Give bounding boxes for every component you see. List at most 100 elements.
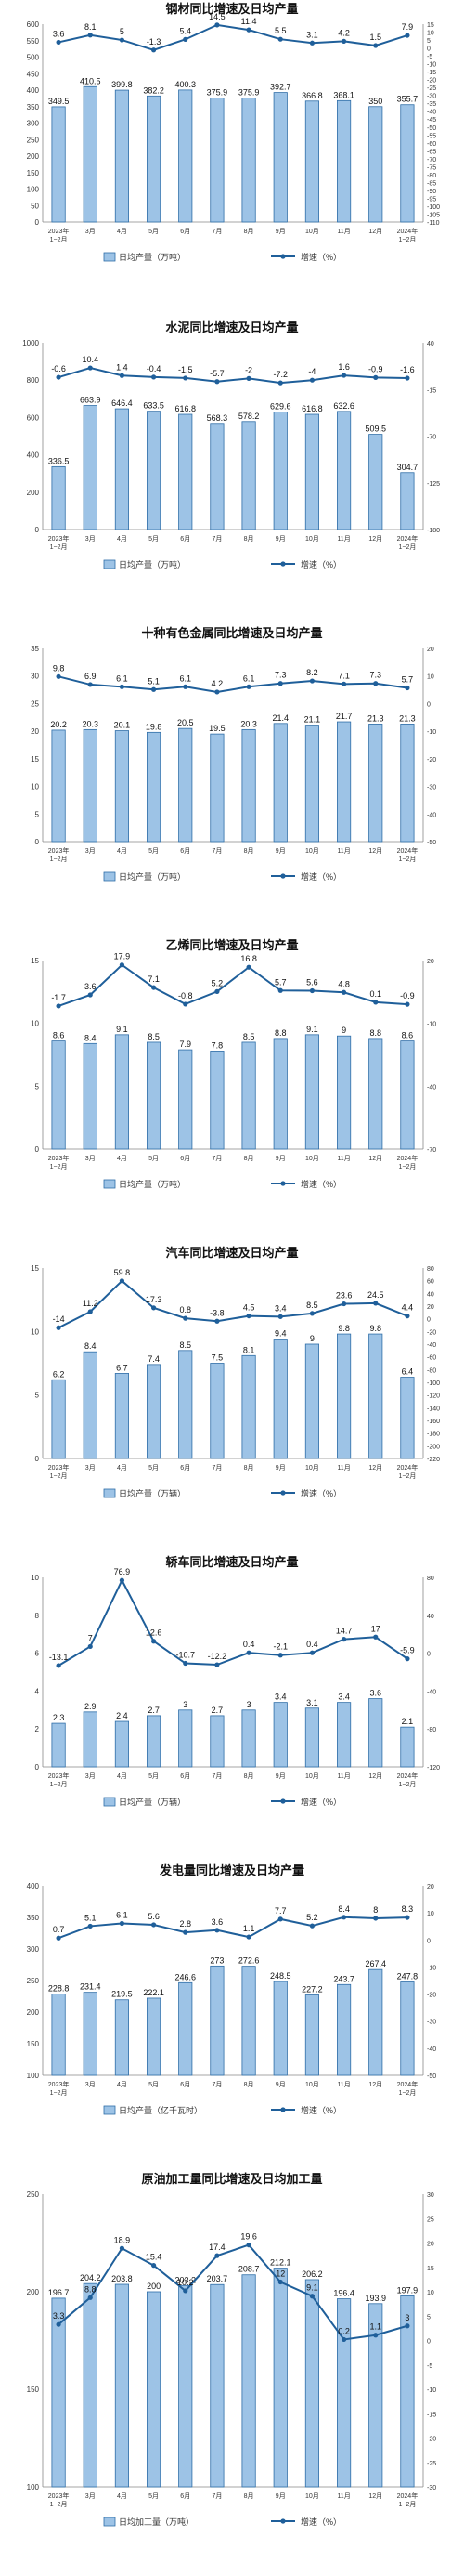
line-point [341, 373, 347, 378]
bar [400, 1726, 415, 1768]
bar [304, 1707, 319, 1768]
bar-value-label: 219.5 [111, 1990, 133, 1999]
legend-line-marker [280, 1798, 286, 1804]
bar-value-label: 272.6 [238, 1956, 260, 1966]
line-point [277, 1653, 283, 1658]
bar-value-label: 9.1 [306, 1025, 318, 1034]
line-point [214, 22, 220, 28]
left-tick-label: 100 [27, 186, 40, 194]
x-tick-label: 9月 [276, 535, 286, 543]
bar [368, 1038, 383, 1150]
bar [178, 727, 193, 843]
bar [368, 1333, 383, 1459]
line-value-label: 7.3 [369, 671, 381, 680]
left-tick-label: 0 [35, 218, 40, 227]
chart-title: 水泥同比增速及日均产量 [165, 320, 299, 334]
bar-value-label: 6.2 [53, 1369, 65, 1379]
bar [210, 1715, 225, 1768]
x-tick-label: 12月 [368, 535, 382, 543]
left-tick-label: 600 [27, 413, 40, 422]
line-value-label: 3.4 [275, 1303, 287, 1313]
left-tick-label: 350 [27, 103, 40, 111]
right-tick-label: -105 [427, 212, 440, 218]
chart-title: 钢材同比增速及日均产量 [165, 2, 299, 16]
bar-value-label: 2.7 [148, 1706, 160, 1715]
x-tick-label: 2024年 1−2月 [397, 1772, 419, 1788]
x-tick-label: 7月 [212, 228, 222, 235]
bar [368, 106, 383, 223]
right-tick-label: -60 [427, 141, 436, 148]
bar-value-label: 21.1 [304, 715, 321, 725]
bar-value-label: 8.5 [148, 1032, 160, 1041]
x-tick-label: 10月 [305, 2081, 319, 2088]
bar-value-label: 349.5 [48, 97, 70, 106]
bar-value-label: 200 [147, 2282, 161, 2291]
bar-value-label: 228.8 [48, 1983, 70, 1993]
x-tick-label: 12月 [368, 1155, 382, 1162]
chart-title: 十种有色金属同比增速及日均产量 [141, 626, 323, 640]
right-tick-label: -30 [427, 2020, 436, 2026]
right-tick-label: -30 [427, 94, 436, 100]
bar-value-label: 399.8 [111, 80, 133, 89]
x-tick-label: 6月 [180, 1772, 190, 1780]
right-tick-label: 25 [427, 2216, 434, 2223]
right-tick-label: -180 [427, 528, 440, 534]
bar [51, 2297, 66, 2488]
line-value-label: 11.4 [241, 17, 257, 26]
legend-bar-swatch [103, 1179, 116, 1189]
line-value-label: -1.5 [178, 365, 193, 374]
chart-svg: 0 200 400 600 800 1000 40 -15 -70 -125 -180 336.5 66… [22, 339, 440, 569]
bar [400, 1040, 415, 1150]
x-tick-label: 10月 [305, 535, 319, 543]
bar [83, 728, 97, 843]
legend-bar-label: 日均产量（万吨） [119, 559, 186, 569]
line-value-label: 0.2 [338, 2326, 350, 2335]
line-point [214, 379, 220, 385]
bar-value-label: 336.5 [48, 456, 70, 465]
bar [178, 413, 193, 530]
right-tick-label: -20 [427, 1329, 436, 1336]
right-tick-label: -80 [427, 1727, 436, 1733]
line-value-label: 76.9 [114, 1567, 131, 1576]
line-value-label: 4.8 [338, 979, 350, 988]
right-tick-label: -10 [427, 62, 436, 69]
line-value-label: 6.9 [84, 672, 97, 681]
chart-svg: 0 5 10 15 80 60 40 20 0 -20 -40 -60 -80 -100 -120 -140 -… [31, 1264, 440, 1498]
line-value-label: 3 [405, 2313, 409, 2322]
bar [241, 2274, 256, 2488]
bar-value-label: 21.7 [336, 712, 353, 721]
x-tick-label: 7月 [212, 2081, 222, 2088]
line-value-label: -1.7 [51, 993, 66, 1002]
x-tick-label: 2023年 1−2月 [48, 846, 70, 863]
bar-value-label: 2.3 [53, 1713, 65, 1722]
line-point [373, 1301, 379, 1306]
line-point [309, 2294, 316, 2299]
bar [178, 1350, 193, 1459]
bar [400, 1377, 415, 1459]
chart-title: 乙烯同比增速及日均产量 [165, 938, 299, 952]
right-tick-label: 40 [427, 1614, 434, 1620]
bar [83, 1711, 97, 1768]
x-tick-label: 8月 [244, 2081, 254, 2088]
x-tick-label: 11月 [337, 535, 350, 543]
right-tick-label: -65 [427, 149, 436, 155]
bar [304, 413, 319, 530]
right-tick-label: -180 [427, 1432, 440, 1438]
x-tick-label: 11月 [337, 1464, 350, 1471]
line-point [150, 47, 157, 53]
left-tick-label: 8 [35, 1612, 40, 1620]
right-tick-label: -95 [427, 196, 436, 203]
x-tick-label: 9月 [276, 2492, 286, 2500]
x-tick-label: 2024年 1−2月 [397, 2491, 419, 2508]
bar [114, 89, 129, 223]
bar [147, 1364, 161, 1459]
left-tick-label: 5 [35, 810, 40, 818]
line-point [373, 43, 379, 48]
left-tick-label: 15 [31, 1264, 39, 1273]
bar-value-label: 20.5 [177, 718, 194, 727]
bar-value-label: 6.4 [402, 1367, 414, 1377]
x-tick-label: 10月 [305, 1772, 319, 1780]
right-tick-label: -100 [427, 1380, 440, 1387]
x-tick-label: 7月 [212, 535, 222, 543]
